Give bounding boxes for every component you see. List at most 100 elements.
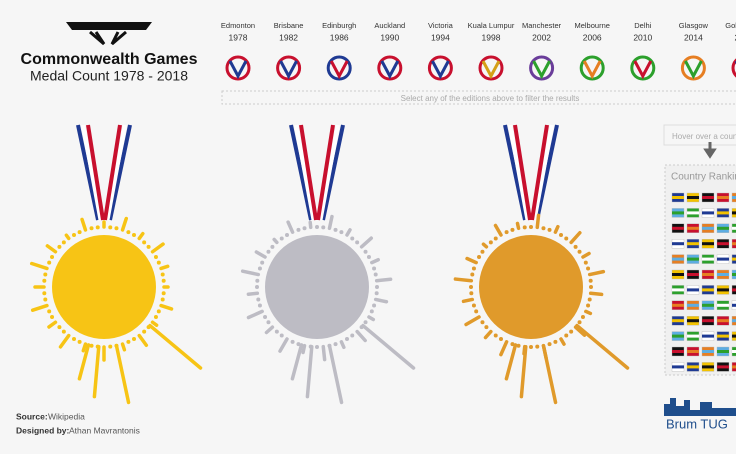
ray <box>515 221 521 231</box>
dot <box>375 285 379 289</box>
skyline <box>664 398 736 416</box>
dot <box>547 342 552 347</box>
edition[interactable]: Manchester 2002 <box>522 21 562 81</box>
edition-year: 1982 <box>279 32 298 42</box>
ray <box>301 343 307 355</box>
ray <box>45 244 58 254</box>
ribbon <box>508 124 530 221</box>
flag-stripe <box>672 334 684 338</box>
dot <box>50 315 55 319</box>
edition[interactable]: Edmonton 1978 <box>221 21 255 81</box>
flag-stripe <box>702 288 714 292</box>
edition-year: 2002 <box>532 32 551 42</box>
medal <box>479 235 583 339</box>
dot <box>587 297 592 302</box>
edition-year: 1998 <box>482 32 501 42</box>
edition[interactable]: Delhi 2010 <box>630 21 656 81</box>
ray <box>246 309 264 320</box>
edition[interactable]: Melbourne 2006 <box>574 21 610 81</box>
ray <box>588 291 604 297</box>
dot <box>132 233 136 238</box>
ray <box>47 320 58 329</box>
dot <box>256 297 261 302</box>
flag-stripe <box>702 257 714 261</box>
dot <box>257 303 262 308</box>
dot <box>471 303 476 308</box>
ribbon <box>289 124 313 221</box>
flag-stripe <box>717 226 729 230</box>
games-logo <box>66 22 152 30</box>
dot <box>477 255 482 259</box>
ray <box>64 233 71 241</box>
dot <box>333 342 338 347</box>
ray <box>321 344 327 362</box>
edition[interactable]: Kuala Lumpur 1998 <box>468 21 515 81</box>
dot <box>564 333 569 338</box>
flag-stripe <box>687 303 699 307</box>
ray <box>254 250 267 259</box>
ray <box>308 220 313 230</box>
ray <box>81 342 88 353</box>
flag-stripe <box>672 211 684 215</box>
flag-stripe <box>672 242 684 246</box>
flag-stripe <box>687 257 699 261</box>
flag-stripe <box>732 211 736 215</box>
dot <box>583 260 588 265</box>
ray <box>159 303 174 311</box>
ribbon <box>532 124 554 221</box>
flag-stripe <box>687 242 699 246</box>
dot <box>499 336 503 341</box>
edition[interactable]: Glasgow 2014 <box>679 21 709 81</box>
dot <box>50 255 55 259</box>
ribbon <box>108 124 132 221</box>
edition[interactable]: Victoria 1994 <box>427 21 454 81</box>
dot <box>529 345 533 349</box>
dot <box>480 249 485 254</box>
edition[interactable]: Brisbane 1982 <box>274 21 304 81</box>
ray <box>240 269 261 277</box>
dot <box>47 309 52 314</box>
ray <box>464 315 481 327</box>
ray <box>30 303 49 312</box>
dot <box>126 339 131 344</box>
flag-stripe <box>687 334 699 338</box>
edition[interactable]: Gold Coast 2018 <box>725 21 736 79</box>
edition-icon-mark <box>684 60 703 80</box>
flag-stripe <box>687 319 699 323</box>
ray <box>327 343 344 405</box>
flag-stripe <box>732 273 736 276</box>
edition-year: 1986 <box>330 32 349 42</box>
flag-stripe <box>702 211 714 215</box>
dot <box>350 333 355 338</box>
flag-stripe <box>732 226 736 230</box>
ray <box>374 277 393 283</box>
flag-stripe <box>702 350 714 353</box>
edition[interactable]: Edinburgh 1986 <box>322 21 356 81</box>
dot <box>302 226 307 231</box>
ray <box>483 329 493 340</box>
flag-stripe <box>717 334 729 338</box>
edition[interactable]: Auckland 1990 <box>374 21 405 81</box>
ray <box>114 343 131 405</box>
ray <box>339 340 346 350</box>
dot <box>57 244 62 249</box>
ray <box>148 323 203 370</box>
edition-city: Edmonton <box>221 21 255 30</box>
ribbon <box>76 124 100 221</box>
flag-stripe <box>732 334 736 338</box>
ray <box>481 242 489 249</box>
ray <box>137 333 149 347</box>
dot <box>577 249 582 254</box>
ribbon <box>105 124 127 221</box>
dot <box>57 325 62 330</box>
edition-icon-mark <box>431 60 450 80</box>
logo-text: Brum TUG <box>666 416 728 431</box>
dot <box>564 236 569 241</box>
edition-icon-mark <box>228 60 248 80</box>
source: Wikipedia <box>48 411 85 421</box>
dot <box>161 278 166 283</box>
flag-stripe <box>687 196 699 199</box>
dot <box>266 249 271 254</box>
dot <box>522 225 527 230</box>
dot <box>43 272 48 277</box>
